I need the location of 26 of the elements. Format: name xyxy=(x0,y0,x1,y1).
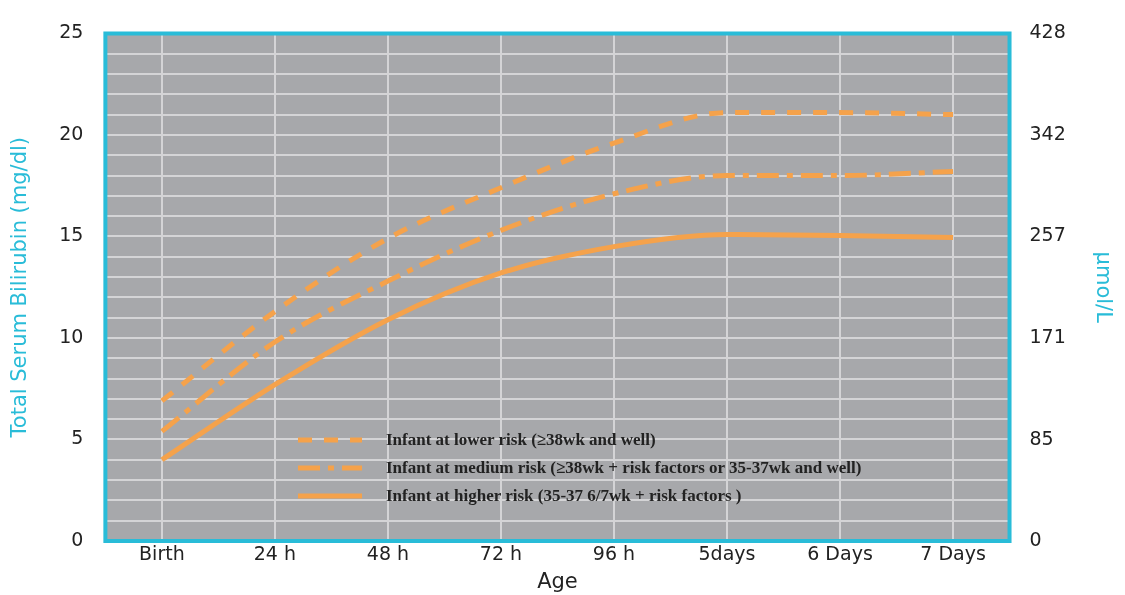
y-tick-label: 5 xyxy=(71,426,84,449)
x-tick-label: 7 Days xyxy=(920,542,986,565)
y2-tick-label: 257 xyxy=(1029,223,1066,246)
legend-label: Infant at lower risk (≥38wk and well) xyxy=(386,430,656,450)
x-tick-label: 5days xyxy=(698,542,756,565)
y2-tick-label: 0 xyxy=(1029,527,1042,550)
x-tick-label: 72 h xyxy=(479,542,523,565)
y2-axis-title: μmol/L xyxy=(1091,251,1116,324)
x-tick-label: 96 h xyxy=(592,542,636,565)
x-axis-title: Age xyxy=(537,568,578,593)
y-axis-title: Total Serum Bilirubin (mg/dl) xyxy=(7,136,32,439)
y-tick-label: 10 xyxy=(59,324,84,347)
x-tick-label: 6 Days xyxy=(807,542,873,565)
y2-tick-label: 342 xyxy=(1029,122,1066,145)
x-tick-label: 24 h xyxy=(253,542,297,565)
x-tick-label: Birth xyxy=(139,542,185,565)
y2-tick-label: 85 xyxy=(1029,427,1054,450)
y-tick-label: 0 xyxy=(71,527,84,550)
y-tick-label: 20 xyxy=(59,121,84,144)
legend-label: Infant at higher risk (35-37 6/7wk + risk factors ) xyxy=(386,486,742,506)
y2-tick-label: 171 xyxy=(1029,325,1066,348)
y2-tick-label: 428 xyxy=(1029,20,1066,43)
x-tick-label: 48 h xyxy=(366,542,410,565)
y-tick-label: 15 xyxy=(59,223,84,246)
legend-label: Infant at medium risk (≥38wk + risk factors or 35-37wk and well) xyxy=(386,458,862,478)
y-tick-label: 25 xyxy=(59,20,84,43)
